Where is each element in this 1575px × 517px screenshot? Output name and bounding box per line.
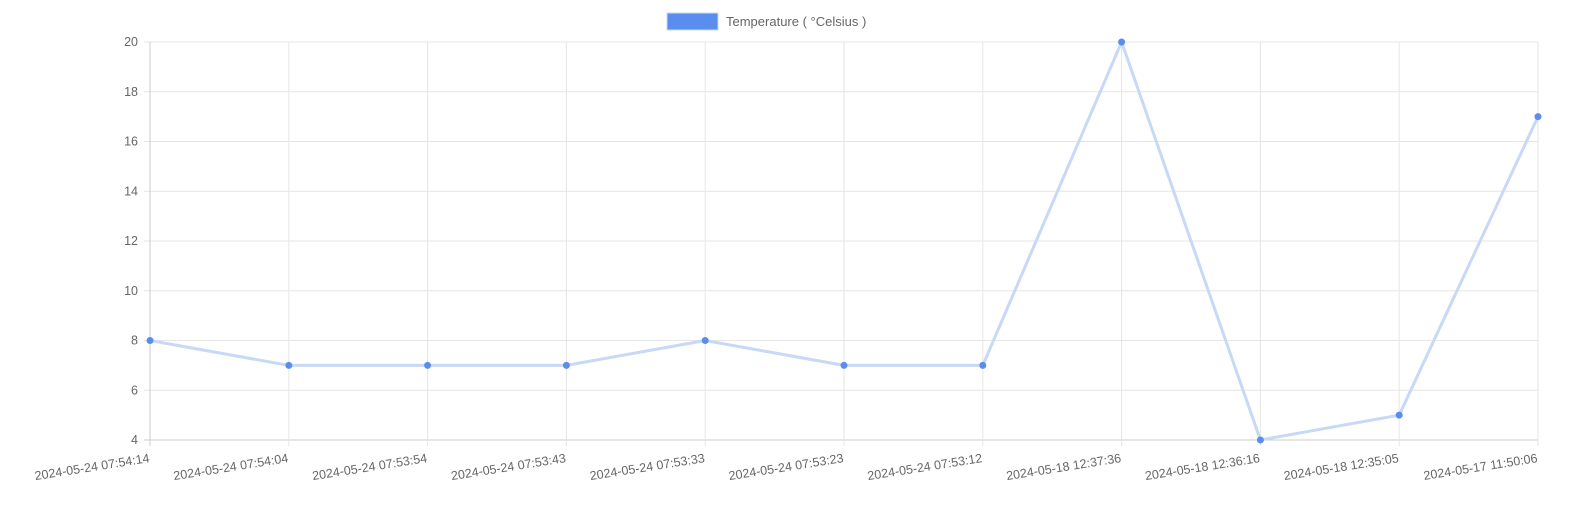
x-tick-label: 2024-05-17 11:50:06 <box>1423 451 1539 483</box>
x-tick-label: 2024-05-24 07:54:14 <box>34 451 151 483</box>
x-tick-label: 2024-05-24 07:54:04 <box>172 451 289 483</box>
series-temperature <box>146 38 1542 444</box>
data-point[interactable] <box>840 361 848 369</box>
y-tick-label: 16 <box>124 135 138 149</box>
x-tick-label: 2024-05-18 12:36:16 <box>1144 451 1261 483</box>
y-tick-label: 8 <box>131 334 138 348</box>
x-tick-label: 2024-05-18 12:37:36 <box>1005 451 1122 483</box>
data-point[interactable] <box>1256 436 1264 444</box>
data-point[interactable] <box>979 361 987 369</box>
y-tick-label: 10 <box>124 284 138 298</box>
y-tick-label: 14 <box>124 184 138 198</box>
x-tick-label: 2024-05-24 07:53:12 <box>866 451 983 483</box>
legend-swatch <box>666 12 719 31</box>
data-point[interactable] <box>1395 411 1403 419</box>
data-point[interactable] <box>285 361 293 369</box>
chart-legend: Temperature ( °Celsius ) <box>666 12 866 31</box>
legend-label-temperature: Temperature ( °Celsius ) <box>726 14 866 29</box>
x-tick-label: 2024-05-24 07:53:43 <box>450 451 567 483</box>
y-tick-label: 20 <box>124 35 138 49</box>
x-tick-label: 2024-05-24 07:53:54 <box>311 451 428 483</box>
data-point[interactable] <box>424 361 432 369</box>
x-tick-label: 2024-05-24 07:53:23 <box>728 451 845 483</box>
data-point[interactable] <box>1534 113 1542 121</box>
x-tick-label: 2024-05-18 12:35:05 <box>1283 451 1400 483</box>
data-point[interactable] <box>146 337 154 344</box>
y-tick-label: 12 <box>124 234 138 248</box>
y-tick-label: 6 <box>131 383 138 397</box>
data-point[interactable] <box>701 337 709 344</box>
chart-axes: 4 6 8 10 12 14 16 18 20 2024-05-24 07:54:14 2024-0… <box>34 35 1539 483</box>
y-tick-label: 4 <box>131 433 138 447</box>
data-point[interactable] <box>1118 38 1126 46</box>
x-tick-label: 2024-05-24 07:53:33 <box>589 451 706 483</box>
y-tick-label: 18 <box>124 85 138 99</box>
chart-grid <box>144 41 1539 446</box>
data-point[interactable] <box>562 361 570 369</box>
